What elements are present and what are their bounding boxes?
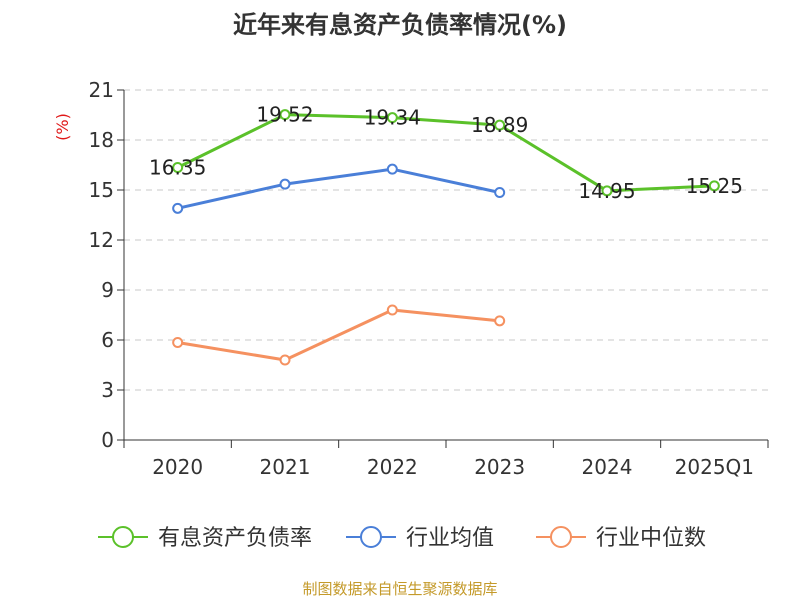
chart-title: 近年来有息资产负债率情况(%) xyxy=(233,11,567,39)
series-point-2 xyxy=(386,304,398,316)
series-point-1 xyxy=(386,163,398,175)
series-point-0 xyxy=(601,185,613,197)
x-tick-label: 2024 xyxy=(582,455,633,479)
series-point-0 xyxy=(386,112,398,124)
y-tick-label: 12 xyxy=(89,228,114,252)
legend-item-1[interactable]: 行业均值 xyxy=(346,526,494,551)
y-tick-label: 0 xyxy=(101,428,114,452)
y-tick-label: 9 xyxy=(101,278,114,302)
y-tick-label: 6 xyxy=(101,328,114,352)
legend-marker xyxy=(112,526,134,548)
data-label: 19.52 xyxy=(256,103,313,127)
data-label: 14.95 xyxy=(578,179,635,203)
legend: 有息资产负债率 行业均值 行业中位数 xyxy=(98,526,706,551)
data-label: 18.89 xyxy=(471,113,528,137)
grid-lines xyxy=(124,89,768,391)
x-tick-label: 2021 xyxy=(260,455,311,479)
series-point-0 xyxy=(708,180,720,192)
y-axis-unit: (%) xyxy=(53,113,72,141)
y-tick-label: 15 xyxy=(89,178,114,202)
series-point-1 xyxy=(279,178,291,190)
series-point-0 xyxy=(279,109,291,121)
x-tick-label: 2023 xyxy=(474,455,525,479)
data-label: 15.25 xyxy=(686,174,743,198)
x-tick-label: 2025Q1 xyxy=(675,455,754,479)
y-tick-label: 18 xyxy=(89,128,114,152)
series-point-0 xyxy=(172,162,184,173)
series-point-2 xyxy=(279,354,291,366)
data-label: 16.35 xyxy=(149,156,206,180)
data-labels: 16.35 19.52 19.34 18.89 14.95 15.25 xyxy=(149,103,743,203)
legend-item-0[interactable]: 有息资产负债率 xyxy=(98,526,312,551)
series-point-1 xyxy=(172,202,184,214)
series-line-1 xyxy=(176,167,502,210)
legend-item-2[interactable]: 行业中位数 xyxy=(536,526,706,551)
data-label: 19.34 xyxy=(364,106,421,130)
y-tick-label: 3 xyxy=(101,378,114,402)
series-line-2 xyxy=(176,308,502,362)
y-tick-label: 21 xyxy=(89,78,114,102)
series-line-0 xyxy=(176,113,716,193)
legend-marker xyxy=(550,526,572,548)
series-layer xyxy=(172,109,720,366)
series-point-2 xyxy=(172,337,184,348)
axes: 0 3 6 9 12 15 18 21 2020 2021 2022 2023 2024 2025Q1 xyxy=(89,78,769,479)
x-tick-label: 2022 xyxy=(367,455,418,479)
x-tick-label: 2020 xyxy=(152,455,203,479)
series-point-2 xyxy=(494,315,506,327)
legend-label: 行业均值 xyxy=(406,526,494,551)
source-note: 制图数据来自恒生聚源数据库 xyxy=(302,580,497,598)
series-point-1 xyxy=(494,187,506,198)
series-point-0 xyxy=(494,119,506,131)
legend-label: 有息资产负债率 xyxy=(158,526,312,551)
legend-marker xyxy=(360,526,382,548)
legend-label: 行业中位数 xyxy=(596,526,706,551)
